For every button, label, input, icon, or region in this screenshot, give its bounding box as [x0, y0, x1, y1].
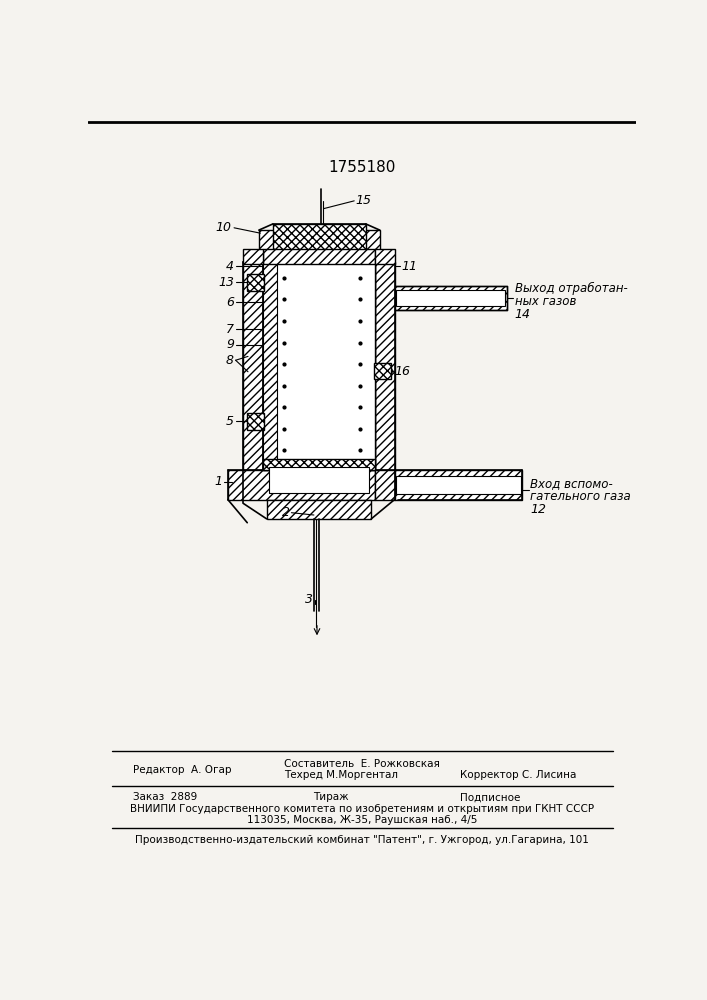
Text: Составитель  Е. Рожковская: Составитель Е. Рожковская	[284, 759, 440, 769]
Bar	[259, 230, 276, 262]
Bar	[363, 230, 380, 262]
Text: 6: 6	[226, 296, 234, 309]
Bar	[243, 249, 263, 264]
Text: Вход вспомо-: Вход вспомо-	[530, 477, 613, 490]
Text: Тираж: Тираж	[313, 792, 349, 802]
Bar	[247, 274, 264, 291]
Text: ВНИИПИ Государственного комитета по изобретениям и открытиям при ГКНТ СССР: ВНИИПИ Государственного комитета по изоб…	[130, 804, 594, 814]
Text: 113035, Москва, Ж-35, Раушская наб., 4/5: 113035, Москва, Ж-35, Раушская наб., 4/5	[247, 815, 477, 825]
Text: 15: 15	[356, 194, 372, 207]
Text: Техред М.Моргентал: Техред М.Моргентал	[284, 770, 399, 780]
Bar	[396, 476, 521, 494]
Bar	[396, 290, 506, 306]
Bar	[375, 262, 395, 470]
Bar	[373, 363, 391, 379]
Text: Корректор С. Лисина: Корректор С. Лисина	[460, 770, 577, 780]
Text: 4: 4	[226, 260, 234, 273]
Bar	[247, 413, 264, 430]
Bar	[395, 470, 522, 500]
Text: 8: 8	[226, 354, 234, 367]
Text: Заказ  2889: Заказ 2889	[134, 792, 197, 802]
Text: 7: 7	[226, 323, 234, 336]
Text: 3: 3	[305, 593, 313, 606]
Text: 10: 10	[216, 221, 232, 234]
Text: 11: 11	[402, 260, 417, 273]
Bar	[263, 262, 276, 470]
Text: Производственно-издательский комбинат "Патент", г. Ужгород, ул.Гагарина, 101: Производственно-издательский комбинат "П…	[135, 835, 589, 845]
Text: 16: 16	[395, 365, 411, 378]
Text: Подписное: Подписное	[460, 792, 521, 802]
Bar	[269, 466, 369, 493]
Text: ных газов: ных газов	[515, 295, 576, 308]
Text: 5: 5	[226, 415, 234, 428]
Bar	[263, 459, 375, 470]
Bar	[395, 286, 507, 310]
Text: 1: 1	[214, 475, 223, 488]
Bar	[375, 470, 395, 500]
Text: гательного газа: гательного газа	[530, 490, 631, 503]
Bar	[228, 470, 375, 500]
Bar	[263, 249, 375, 264]
Bar	[243, 262, 263, 470]
Text: Редактор  А. Огар: Редактор А. Огар	[134, 765, 232, 775]
Text: 2: 2	[282, 506, 290, 519]
Text: 1755180: 1755180	[328, 160, 396, 175]
Text: 9: 9	[226, 338, 234, 351]
Text: 12: 12	[530, 503, 546, 516]
Text: Выход отработан-: Выход отработан-	[515, 282, 627, 295]
Text: 13: 13	[218, 276, 234, 289]
Text: 14: 14	[515, 308, 531, 321]
Bar	[273, 224, 366, 262]
Bar	[263, 262, 375, 470]
Bar	[375, 249, 395, 264]
Bar	[267, 500, 371, 519]
